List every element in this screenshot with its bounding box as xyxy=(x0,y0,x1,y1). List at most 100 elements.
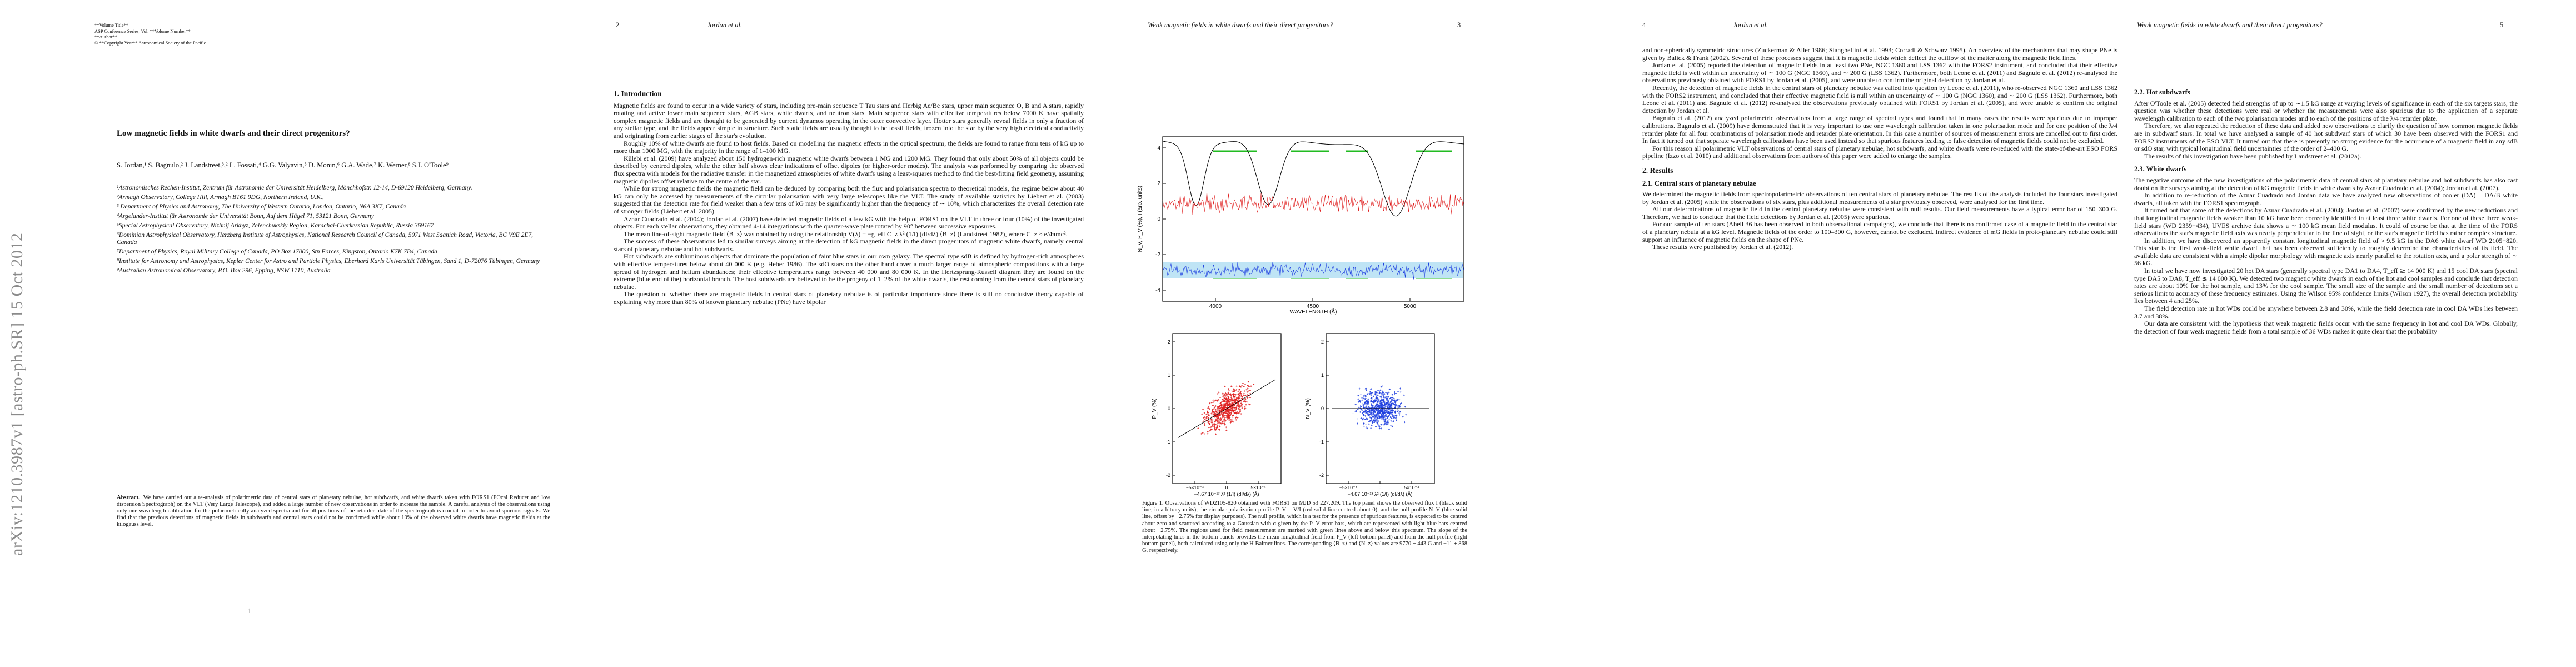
y-tick-label: -2 xyxy=(1319,472,1324,478)
top-x-label: WAVELENGTH (Å) xyxy=(1289,308,1337,315)
affiliation: ⁹Australian Astronomical Observatory, P.… xyxy=(117,267,331,274)
flux-curve xyxy=(1162,141,1464,217)
section-heading: 2. Results xyxy=(1642,166,1673,175)
left-y-label: P_V (%) xyxy=(1152,398,1158,419)
right-x-label: −4.67 10⁻¹³ λ² (1/I) (dI/dλ) (Å) xyxy=(1347,491,1412,497)
running-head: Jordan et al. xyxy=(707,21,743,29)
subsection-heading: 2.3. White dwarfs xyxy=(2134,165,2187,173)
x-tick-label: −5×10⁻⁴ xyxy=(1339,485,1358,490)
volume-line: **Author** xyxy=(94,34,118,39)
x-tick-label: 0 xyxy=(1379,485,1382,490)
error-band xyxy=(1163,262,1463,278)
bottom-panel-points xyxy=(1178,379,1429,438)
x-tick-label: 5000 xyxy=(1404,303,1417,310)
y-tick-label: -2 xyxy=(1155,252,1160,258)
paragraph: The success of these observations led to… xyxy=(614,237,1084,253)
paragraph: These results were published by Jordan e… xyxy=(1652,243,1793,251)
page-5-body: 2.2. Hot subdwarfs After O'Toole et al. (… xyxy=(2134,83,2518,600)
paragraph: The results of this investigation have b… xyxy=(2144,152,2361,160)
top-y-ticks: 4 2 0 -2 -4 xyxy=(1155,145,1166,293)
paragraph: Recently, the detection of magnetic fiel… xyxy=(1642,83,2117,115)
affiliation: ⁸Institute for Astronomy and Astrophysic… xyxy=(117,258,540,265)
page-1: **Volume Title** ASP Conference Series, V… xyxy=(89,0,567,667)
affiliation: ³ Department of Physics and Astronomy, T… xyxy=(117,203,406,210)
volume-info: **Volume Title** ASP Conference Series, V… xyxy=(94,22,317,46)
x-tick-label: 4000 xyxy=(1209,303,1222,310)
x-tick-label: 5×10⁻⁴ xyxy=(1250,485,1266,490)
page-number: 2 xyxy=(616,21,620,29)
subsection-heading: 2.2. Hot subdwarfs xyxy=(2134,88,2190,96)
top-x-ticks: 4000 4500 5000 xyxy=(1209,298,1417,310)
paragraph: For our sample of ten stars (Abell 36 ha… xyxy=(1642,220,2117,243)
paragraph: Roughly 10% of white dwarfs are found to… xyxy=(614,139,1084,155)
paragraph: After O'Toole et al. (2005) detected fie… xyxy=(2134,99,2518,122)
running-head: Weak magnetic fields in white dwarfs and… xyxy=(2137,21,2323,29)
running-head: Jordan et al. xyxy=(1733,21,1768,29)
subsection-heading: 2.1. Central stars of planetary nebulae xyxy=(1642,179,1756,187)
left-x-label: −4.67 10⁻¹³ λ² (1/I) (dI/dλ) (Å) xyxy=(1194,491,1259,497)
y-tick-label: 2 xyxy=(1321,339,1324,345)
paragraph: The mean line-of-sight magnetic field ⟨B… xyxy=(624,230,1068,238)
affiliation: ⁵Special Astrophysical Observatory, Nizh… xyxy=(117,222,434,229)
paragraph: In total we have now investigated 20 hot… xyxy=(2134,267,2518,305)
y-tick-label: 1 xyxy=(1168,372,1170,378)
figure-caption: Figure 1. Observations of WD2105-820 obt… xyxy=(1142,500,1467,554)
paragraph: Our data are consistent with the hypothe… xyxy=(2134,320,2518,335)
paragraph: Bagnulo et al. (2012) analyzed polarimet… xyxy=(1642,114,2117,145)
paper-title: Low magnetic fields in white dwarfs and … xyxy=(117,129,350,138)
paragraph: The negative outcome of the new investig… xyxy=(2134,176,2518,192)
top-panel-curves xyxy=(1162,141,1464,280)
paragraph: Aznar Cuadrado et al. (2004); Jordan et … xyxy=(614,215,1084,231)
abstract-label: Abstract. xyxy=(117,495,140,501)
affiliation: ⁴Argelander-Institut für Astronomie der … xyxy=(117,213,374,220)
page-number: 3 xyxy=(1457,21,1461,29)
bottom-panel-ticks: 2 1 0 -1 -2 −5×10⁻⁴ 0 5×10⁻⁴ 2 1 0 -1 -2 −5×10⁻⁴ 0 5×10… xyxy=(1166,339,1419,490)
section-heading: 1. Introduction xyxy=(614,89,662,98)
paragraph: While for strong magnetic fields the mag… xyxy=(614,185,1084,215)
paragraph: Külebi et al. (2009) have analyzed about… xyxy=(614,154,1084,185)
authors: S. Jordan,¹ S. Bagnulo,² J. Landstreet,³… xyxy=(117,161,449,169)
affiliation: ²Armagh Observatory, College Hill, Armag… xyxy=(117,194,324,201)
affiliation: ⁷Department of Physics, Royal Military C… xyxy=(117,248,437,255)
volume-line: © **Copyright Year** Astronomical Societ… xyxy=(94,39,206,46)
y-tick-label: 0 xyxy=(1157,216,1160,222)
paragraph: We determined the magnetic fields from s… xyxy=(1642,190,2117,206)
y-tick-label: 1 xyxy=(1321,372,1324,378)
page-number: 5 xyxy=(2500,21,2504,29)
affiliation: ¹Astronomisches Rechen-Institut, Zentrum… xyxy=(117,185,472,191)
paragraph: The field detection rate in hot WDs coul… xyxy=(2134,305,2518,320)
y-tick-label: 4 xyxy=(1157,145,1160,151)
x-tick-label: 4500 xyxy=(1307,303,1319,310)
right-y-label: N_V (%) xyxy=(1305,398,1311,419)
volume-line: ASP Conference Series, Vol. **Volume Num… xyxy=(94,28,191,34)
volume-line: **Volume Title** xyxy=(94,22,129,28)
page-2-body: 1. Introduction Magnetic fields are found… xyxy=(614,83,1084,600)
abstract: Abstract. We have carried out a re-analys… xyxy=(117,495,550,528)
page-number: 1 xyxy=(248,607,252,615)
paragraph: Hot subdwarfs are subluminous objects th… xyxy=(614,252,1084,291)
paragraph: Jordan et al. (2005) reported the detect… xyxy=(1642,61,2117,84)
affiliations: ¹Astronomisches Rechen-Institut, Zentrum… xyxy=(117,185,550,277)
page-number: 4 xyxy=(1642,21,1646,29)
paragraph: and non-spherically symmetric structures… xyxy=(1642,47,2117,62)
figure-1: N_V, P_V (%), I (arb. units) 4 2 0 -2 -4 400… xyxy=(1137,136,1464,497)
running-head: Weak magnetic fields in white dwarfs and… xyxy=(1148,21,1333,29)
top-y-label: N_V, P_V (%), I (arb. units) xyxy=(1137,186,1143,252)
paragraph: Magnetic fields are found to occur in a … xyxy=(614,101,1084,140)
y-tick-label: -1 xyxy=(1319,439,1324,445)
y-tick-label: -2 xyxy=(1166,472,1170,478)
x-tick-label: −5×10⁻⁴ xyxy=(1186,485,1204,490)
arxiv-id: arXiv:1210.3987v1 [astro-ph.SR] 15 Oct 2… xyxy=(8,232,26,556)
null-profile xyxy=(1162,262,1464,280)
x-tick-label: 0 xyxy=(1225,485,1228,490)
page-4-body: and non-spherically symmetric structures… xyxy=(1642,47,2117,597)
y-tick-label: 0 xyxy=(1168,406,1170,411)
paragraph: In addition, we have discovered an appar… xyxy=(2134,236,2518,267)
polarisation-profile xyxy=(1162,192,1464,215)
arxiv-stamp: arXiv:1210.3987v1 [astro-ph.SR] 15 Oct 2… xyxy=(8,200,30,556)
paragraph: For this reason all polarimetric VLT obs… xyxy=(1642,144,2117,160)
y-tick-label: 0 xyxy=(1321,406,1324,411)
y-tick-label: -1 xyxy=(1166,439,1170,445)
affiliation: ⁶Dominion Astrophysical Observatory, Her… xyxy=(117,232,533,246)
